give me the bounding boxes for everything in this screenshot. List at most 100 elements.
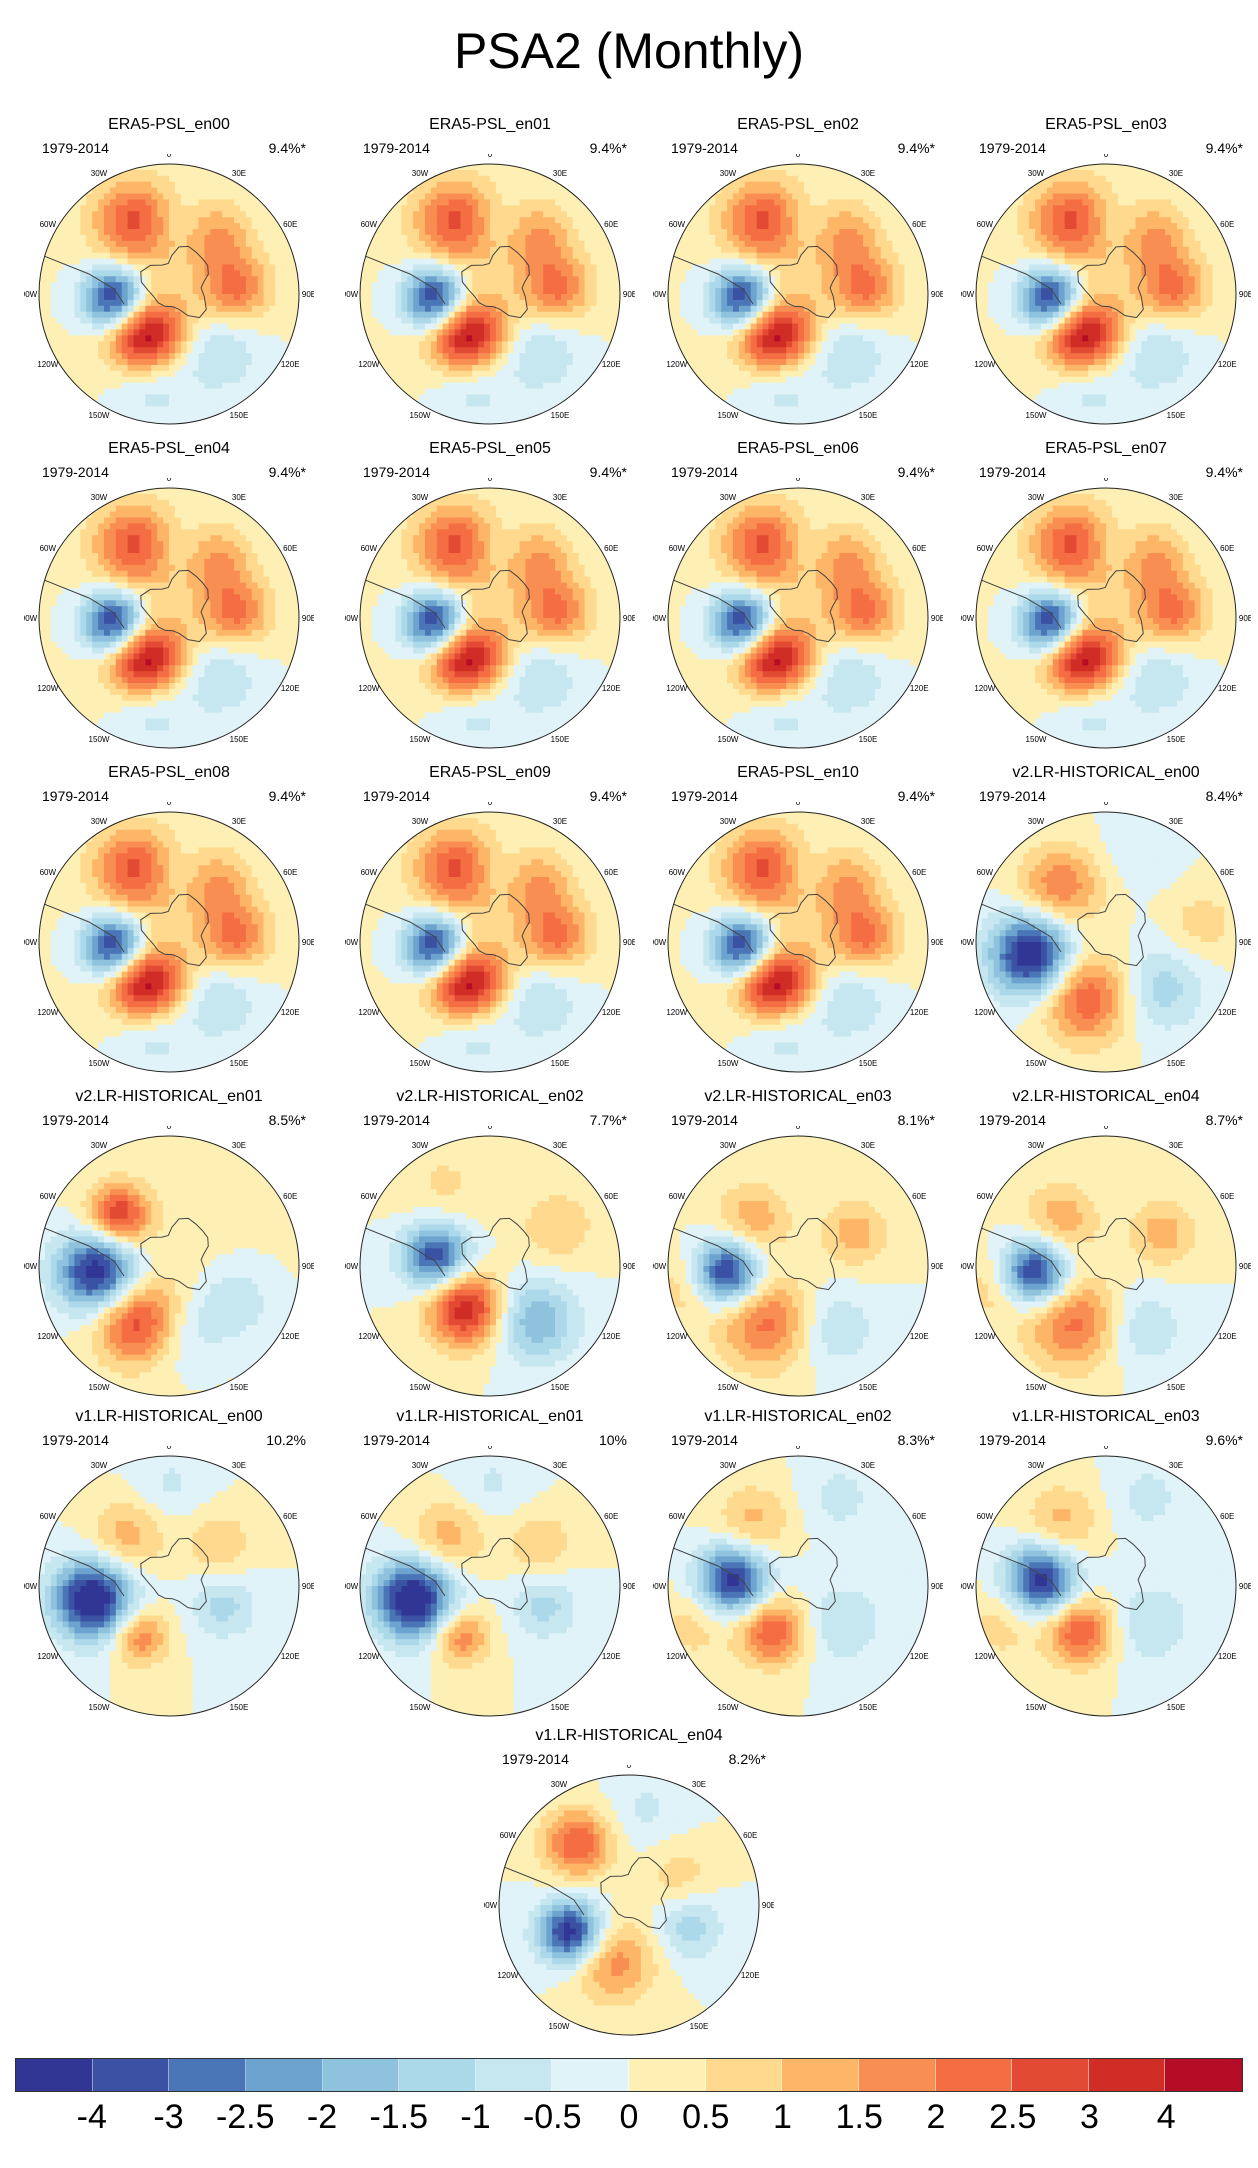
field-cell: [703, 217, 710, 224]
field-cell: [401, 258, 408, 265]
field-cell: [845, 329, 852, 336]
field-cell: [981, 246, 989, 254]
field-cell: [727, 388, 734, 395]
field-cell: [365, 294, 373, 301]
field-cell: [127, 270, 134, 277]
field-cell: [127, 193, 134, 200]
field-cell: [383, 252, 390, 259]
field-cell: [239, 276, 247, 283]
field-cell: [448, 217, 455, 224]
field-cell: [275, 252, 282, 259]
field-cell: [910, 329, 917, 336]
field-cell: [543, 329, 550, 336]
field-cell: [198, 175, 205, 183]
field-cell: [139, 223, 146, 230]
field-cell: [709, 370, 716, 378]
field-cell: [495, 294, 503, 301]
field-cell: [981, 317, 989, 324]
field-cell: [472, 234, 479, 242]
field-cell: [425, 246, 432, 254]
field-cell: [448, 364, 455, 372]
field-cell: [104, 270, 111, 277]
field-cell: [228, 317, 235, 324]
field-cell: [560, 211, 568, 218]
field-cell: [401, 187, 408, 194]
field-cell: [121, 181, 129, 189]
field-cell: [484, 252, 491, 259]
field-cell: [139, 187, 146, 194]
field-cell: [993, 335, 1001, 342]
field-cell: [448, 359, 455, 366]
field-cell: [614, 282, 620, 289]
field-cell: [549, 323, 556, 330]
field-cell: [768, 187, 775, 194]
field-cell: [798, 299, 805, 307]
field-cell: [263, 323, 270, 330]
field-cell: [910, 270, 917, 277]
field-cell: [596, 246, 603, 254]
field-cell: [815, 169, 823, 177]
field-cell: [596, 317, 603, 324]
field-cell: [109, 376, 117, 384]
field-cell: [501, 181, 509, 189]
field-cell: [157, 270, 164, 277]
field-cell: [466, 175, 473, 183]
field-cell: [519, 412, 526, 419]
field-cell: [578, 323, 585, 330]
field-cell: [62, 246, 69, 254]
field-cell: [442, 258, 450, 265]
field-cell: [157, 341, 164, 348]
field-cell: [430, 205, 438, 212]
field-cell: [827, 205, 834, 212]
field-cell: [74, 211, 81, 218]
field-cell: [857, 234, 864, 242]
field-cell: [880, 205, 888, 212]
field-cell: [786, 252, 793, 259]
field-cell: [525, 217, 532, 224]
field-cell: [245, 311, 253, 319]
field-cell: [851, 311, 858, 319]
field-cell: [472, 311, 479, 319]
field-cell: [210, 193, 217, 200]
field-cell: [68, 217, 75, 224]
field-cell: [484, 276, 491, 283]
field-cell: [383, 229, 390, 236]
field-cell: [774, 359, 781, 366]
field-cell: [815, 217, 823, 224]
field-cell: [174, 264, 182, 271]
field-cell: [186, 364, 194, 372]
field-cell: [780, 217, 787, 224]
field-cell: [39, 282, 46, 289]
field-cell: [133, 234, 140, 242]
field-cell: [228, 282, 235, 289]
field-cell: [507, 276, 515, 283]
field-cell: [466, 388, 473, 395]
field-cell: [750, 317, 758, 324]
field-cell: [798, 181, 805, 189]
field-cell: [525, 169, 532, 177]
field-cell: [851, 258, 858, 265]
field-cell: [234, 211, 241, 218]
field-cell: [104, 217, 111, 224]
field-cell: [430, 359, 438, 366]
field-cell: [798, 382, 805, 389]
field-cell: [121, 223, 129, 230]
field-cell: [127, 299, 134, 307]
field-cell: [157, 359, 164, 366]
field-cell: [786, 270, 793, 277]
field-cell: [383, 364, 390, 372]
field-cell: [210, 205, 217, 212]
field-cell: [436, 187, 444, 194]
field-cell: [868, 229, 876, 236]
field-cell: [239, 376, 247, 384]
field-cell: [715, 199, 722, 206]
field-cell: [898, 205, 905, 212]
field-cell: [216, 406, 223, 413]
field-cell: [721, 187, 728, 194]
field-cell: [892, 305, 899, 313]
field-cell: [549, 187, 556, 194]
field-cell: [466, 294, 473, 301]
field-cell: [448, 276, 455, 283]
field-cell: [922, 282, 928, 289]
field-cell: [436, 258, 444, 265]
